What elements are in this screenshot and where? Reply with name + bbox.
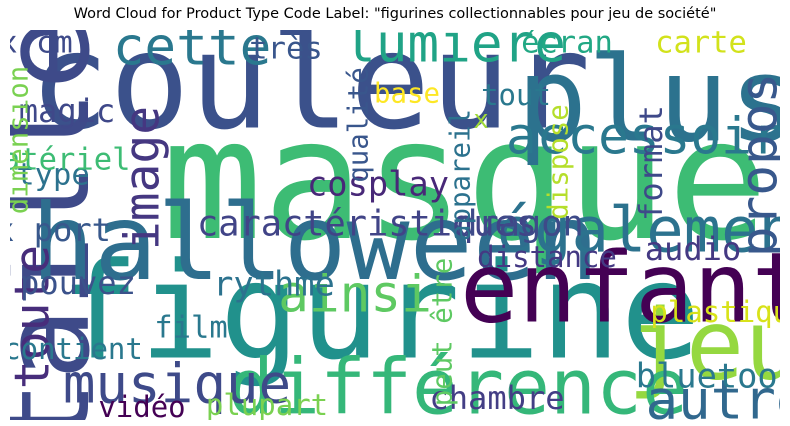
word-tout: tout — [481, 78, 551, 112]
word-autre: autre — [645, 369, 780, 421]
word-figurine: figurine — [59, 235, 701, 390]
word-halloween: halloween — [31, 182, 599, 304]
word-qualité: qualité — [344, 67, 375, 182]
chart-title: Word Cloud for Product Type Code Label: … — [73, 6, 717, 22]
word-carte: carte — [655, 30, 747, 61]
word-peut-être: peut être — [428, 258, 459, 406]
word-lumière: lumière — [344, 30, 566, 75]
word-appareil: appareil — [446, 109, 477, 241]
word-dragon: dragon — [456, 204, 584, 245]
word-base: base — [374, 79, 440, 110]
word-masque: masque — [162, 82, 769, 278]
word-plastique: plastique — [650, 295, 780, 329]
word-x-cm: x cm — [10, 30, 73, 61]
word-type: type — [16, 158, 89, 193]
word-très: très — [249, 32, 322, 67]
word-x: x — [473, 105, 489, 135]
word-pouvez: pouvez — [20, 264, 136, 302]
word-accessoires: accessoires — [506, 108, 780, 167]
word-bluetooth: bluetooth — [636, 357, 780, 396]
word-dispose: dispose — [544, 104, 575, 219]
word-cosplay: cosplay — [307, 165, 449, 204]
word-plupart: plupart — [206, 388, 328, 420]
word-musique: musique — [63, 353, 291, 416]
word-plus: plus — [517, 32, 780, 169]
word-ainsi: ainsi — [278, 266, 432, 325]
word-cette: cette — [113, 30, 272, 78]
word-dimension: dimension — [10, 66, 35, 214]
word-différence: différence — [228, 344, 688, 421]
word-distance: distance — [477, 240, 617, 274]
word-chambre: chambre — [429, 379, 564, 417]
word-film: film — [154, 311, 227, 346]
word-taille: taille — [10, 30, 117, 420]
word-rythme: rythme — [213, 265, 335, 304]
word-toute: toute — [10, 245, 61, 389]
word-x-port: x port — [10, 211, 111, 249]
word-jeu: jeu — [628, 289, 781, 402]
word-enfant: enfant — [460, 232, 780, 345]
word-écran: écran — [521, 30, 613, 61]
word-également: également — [497, 194, 780, 267]
word-format: format — [632, 105, 670, 221]
word-couleur: couleur — [29, 30, 590, 160]
word-magic: magic — [19, 92, 116, 130]
word-caractéristiques: caractéristiques — [197, 204, 537, 245]
word-propos: propos — [731, 73, 781, 258]
word-contient: contient — [10, 332, 143, 366]
word-matériel: matériel — [10, 143, 130, 178]
word-vidéo: vidéo — [98, 390, 185, 420]
word-audio: audio — [645, 230, 742, 268]
word-image: image — [116, 106, 171, 250]
